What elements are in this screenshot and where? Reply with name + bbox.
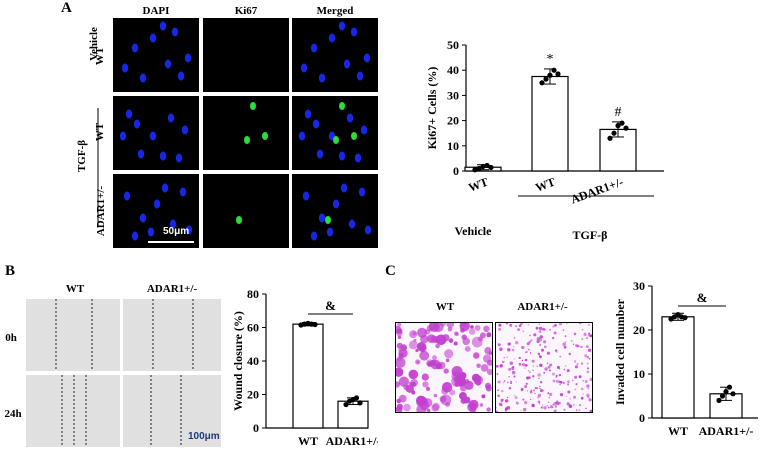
- chart-invaded-cell-number: 0 10 20 30 Invaded cell number WT ADAR1+/- &: [613, 279, 758, 438]
- data-point: [555, 71, 561, 77]
- data-point: [547, 72, 553, 78]
- panel-letter-c: C: [385, 263, 396, 279]
- invasion-image-wt: [395, 322, 493, 413]
- y-tick-label: 10: [633, 367, 645, 381]
- wound-image-adar1-0h: [123, 299, 221, 371]
- data-point: [719, 393, 726, 399]
- group-label: Vehicle: [455, 224, 493, 238]
- y-tick-label: 30: [633, 279, 645, 293]
- data-point: [551, 67, 557, 73]
- fluorescence-tile-vehicle-wt-merged: [292, 18, 378, 92]
- significance-marker: *: [547, 52, 554, 67]
- header-merged: Merged: [316, 5, 354, 17]
- x-tick-label: WT: [298, 434, 318, 448]
- fluorescence-tile-tgfb-adar1-ki67: [203, 174, 289, 248]
- x-tick-label: ADAR1+/-: [699, 424, 754, 438]
- row-label-tgfb: TGF-β: [76, 139, 88, 173]
- fluorescence-tile-vehicle-wt-dapi: [113, 18, 199, 92]
- x-tick-label: ADAR1+/-: [569, 175, 625, 207]
- header-b-adar1: ADAR1+/-: [146, 283, 198, 295]
- header-dapi: DAPI: [142, 5, 170, 17]
- wound-image-adar1-24h: [123, 375, 221, 447]
- header-b-wt: WT: [65, 283, 85, 295]
- data-point: [726, 384, 733, 390]
- significance-marker: &: [325, 298, 336, 313]
- wound-image-wt-0h: [26, 299, 120, 371]
- y-tick-label: 20: [447, 114, 459, 128]
- y-tick-label: 40: [447, 63, 459, 77]
- data-point: [730, 391, 736, 397]
- header-c-adar1: ADAR1+/-: [517, 301, 568, 313]
- panel-letter-b: B: [5, 263, 16, 279]
- y-axis-label: Invaded cell number: [613, 298, 627, 405]
- row-group-bracket: [97, 108, 99, 226]
- data-point: [682, 315, 688, 321]
- data-point: [539, 80, 545, 86]
- panel-letter-a: A: [61, 0, 72, 16]
- data-point: [623, 125, 629, 131]
- bar: [292, 323, 324, 429]
- data-point: [619, 120, 625, 126]
- y-axis-label: Ki67+ Cells (%): [425, 67, 439, 150]
- y-tick-label: 60: [247, 321, 259, 335]
- y-tick-label: 80: [247, 287, 259, 301]
- data-point: [312, 321, 318, 328]
- data-point: [615, 123, 621, 129]
- bar: [337, 400, 369, 429]
- data-point: [488, 164, 494, 171]
- y-tick-label: 30: [447, 88, 459, 102]
- y-tick-label: 20: [247, 388, 259, 402]
- data-point: [484, 162, 490, 169]
- header-ki67: Ki67: [234, 5, 258, 17]
- fluorescence-tile-tgfb-wt-merged: [292, 96, 378, 170]
- row-label-24h: 24h: [4, 408, 22, 420]
- scale-bar-label-b: 100μm: [188, 431, 220, 442]
- row-label-0h: 0h: [5, 332, 17, 344]
- data-point: [723, 389, 729, 395]
- fluorescence-tile-tgfb-adar1-merged: [292, 174, 378, 248]
- scale-bar-a: [148, 241, 194, 243]
- y-tick-label: 10: [447, 139, 459, 153]
- invasion-image-adar1: [495, 322, 593, 413]
- y-tick-label: 0: [253, 421, 259, 435]
- x-tick-label: WT: [533, 175, 557, 195]
- data-point: [357, 400, 363, 406]
- header-c-wt: WT: [435, 301, 455, 313]
- data-point: [472, 167, 478, 173]
- fluorescence-tile-tgfb-wt-dapi: [113, 96, 199, 170]
- y-tick-label: 20: [633, 323, 645, 337]
- bar: [661, 316, 695, 419]
- y-axis-label: Wound closure (%): [231, 311, 245, 411]
- wound-image-wt-24h: [26, 375, 120, 447]
- scale-bar-label-a: 50μm: [163, 226, 190, 237]
- data-point: [476, 165, 482, 172]
- fluorescence-tile-vehicle-wt-ki67: [203, 18, 289, 92]
- fluorescence-tile-tgfb-adar1-dapi: [113, 174, 199, 248]
- data-point: [543, 76, 549, 82]
- fluorescence-tile-tgfb-wt-ki67: [203, 96, 289, 170]
- chart-ki67-positive-cells: 0 10 20 30 40 50 Ki67+ Cells (%) WT WT * ADAR1+/- #…: [425, 38, 664, 242]
- group-label: TGF-β: [573, 228, 608, 242]
- y-tick-label: 0: [639, 411, 645, 425]
- significance-marker: #: [615, 105, 622, 120]
- data-point: [607, 135, 613, 141]
- significance-marker: &: [697, 290, 708, 305]
- row-label-wt-vehicle: WT: [94, 46, 106, 66]
- data-point: [480, 163, 486, 170]
- y-tick-label: 40: [247, 354, 259, 368]
- y-tick-label: 50: [447, 38, 459, 52]
- data-point: [353, 395, 360, 401]
- data-point: [611, 130, 617, 136]
- x-tick-label: WT: [668, 424, 688, 438]
- y-tick-label: 0: [453, 164, 459, 178]
- x-tick-label: ADAR1+/-: [326, 434, 378, 448]
- x-tick-label: WT: [466, 175, 490, 195]
- data-point: [716, 397, 722, 403]
- data-point: [343, 401, 349, 408]
- bar: [531, 75, 569, 172]
